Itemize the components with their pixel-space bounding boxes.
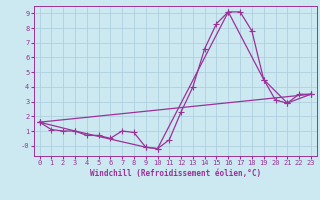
X-axis label: Windchill (Refroidissement éolien,°C): Windchill (Refroidissement éolien,°C): [90, 169, 261, 178]
